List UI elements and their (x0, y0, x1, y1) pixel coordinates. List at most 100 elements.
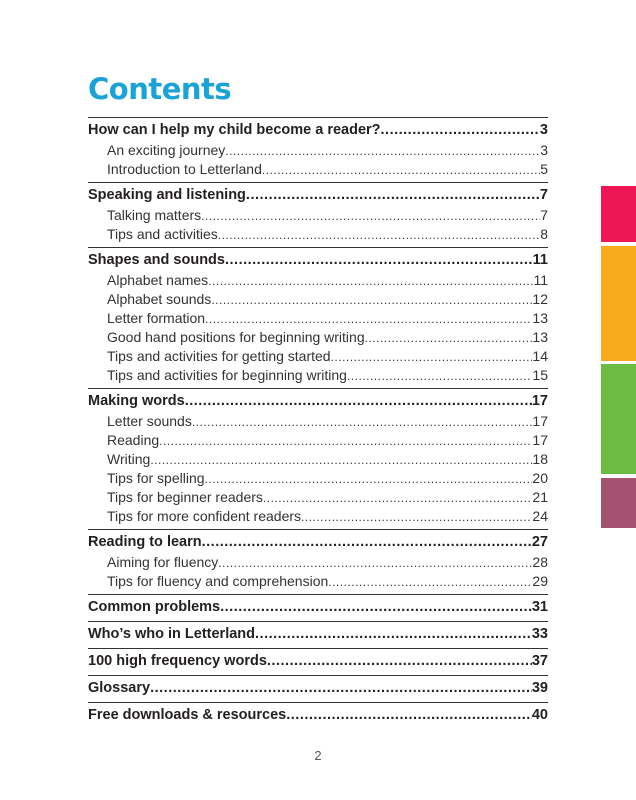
dot-leader (211, 291, 532, 309)
section-tab (601, 364, 636, 474)
toc-section-heading[interactable]: Making words 17 (88, 391, 548, 412)
dot-leader (150, 678, 532, 699)
toc-entry-title: Reading (107, 432, 160, 448)
toc-page-number: 17 (532, 413, 548, 429)
toc-item[interactable]: Tips for more confident readers 24 (88, 507, 548, 526)
toc-section: Speaking and listening7Talking matters7T… (88, 182, 548, 244)
table-of-contents: How can I help my child become a reader?… (88, 117, 548, 729)
toc-section: Making words 17 Letter sounds 17 Reading 17 Wr… (88, 388, 548, 526)
section-tab (601, 246, 636, 361)
toc-section-heading[interactable]: Reading to learn 27 (88, 532, 548, 553)
toc-item[interactable]: Tips and activities for beginning writin… (88, 366, 548, 385)
dot-leader (225, 250, 533, 271)
toc-entry-title: An exciting journey (107, 142, 226, 158)
toc-item[interactable]: Tips and activities 8 (88, 225, 548, 244)
toc-entry-title: How can I help my child become a reader? (88, 122, 381, 138)
toc-entry-title: Letter sounds (107, 413, 192, 429)
dot-leader (205, 310, 532, 328)
toc-page-number: 3 (540, 142, 548, 158)
toc-page-number: 14 (532, 348, 548, 364)
toc-section: Reading to learn 27 Aiming for fluency 28 Ti… (88, 529, 548, 591)
toc-page-number: 24 (532, 508, 548, 524)
toc-page-number: 29 (532, 573, 548, 589)
dot-leader (218, 226, 540, 244)
dot-leader (262, 161, 540, 179)
toc-entry-title: Common problems (88, 599, 221, 615)
toc-section-heading[interactable]: Speaking and listening 7 (88, 185, 548, 206)
toc-entry-title: 100 high frequency words (88, 653, 267, 669)
toc-page-number: 15 (532, 367, 548, 383)
toc-section-heading[interactable]: 100 high frequency words 37 (88, 651, 548, 672)
toc-section: 100 high frequency words 37 (88, 648, 548, 672)
toc-section-heading[interactable]: How can I help my child become a reader?… (88, 120, 548, 141)
toc-item[interactable]: Tips for fluency and comprehension 29 (88, 572, 548, 591)
toc-page-number: 11 (532, 252, 548, 268)
toc-entry-title: Glossary (88, 680, 151, 696)
dot-leader (185, 391, 532, 412)
toc-item[interactable]: Tips for beginner readers 21 (88, 488, 548, 507)
dot-leader (208, 272, 533, 290)
toc-entry-title: Tips and activities (107, 226, 218, 242)
toc-section-heading[interactable]: Glossary 39 (88, 678, 548, 699)
toc-item[interactable]: Good hand positions for beginning writin… (88, 328, 548, 347)
section-tab (601, 478, 636, 528)
toc-entry-title: Who’s who in Letterland (88, 626, 256, 642)
toc-entry-title: Free downloads & resources (88, 707, 287, 723)
toc-entry-title: Introduction to Letterland (107, 161, 262, 177)
toc-entry-title: Tips for spelling (107, 470, 205, 486)
toc-entry-title: Reading to learn (88, 534, 202, 550)
toc-item[interactable]: Tips for spelling 20 (88, 469, 548, 488)
dot-leader (381, 120, 540, 141)
toc-item[interactable]: Reading 17 (88, 431, 548, 450)
toc-entry-title: Tips for fluency and comprehension (107, 573, 329, 589)
toc-entry-title: Alphabet sounds (107, 291, 212, 307)
toc-page-number: 8 (540, 226, 548, 242)
toc-section-heading[interactable]: Shapes and sounds 11 (88, 250, 548, 271)
toc-entry-title: Shapes and sounds (88, 252, 225, 268)
toc-item[interactable]: Alphabet names 11 (88, 271, 548, 290)
dot-leader (202, 532, 532, 553)
toc-section: How can I help my child become a reader?… (88, 117, 548, 179)
toc-page-number: 7 (539, 187, 548, 203)
toc-item[interactable]: An exciting journey 3 (88, 141, 548, 160)
toc-entry-title: Aiming for fluency (107, 554, 219, 570)
toc-item[interactable]: Letter formation 13 (88, 309, 548, 328)
toc-item[interactable]: Aiming for fluency 28 (88, 553, 548, 572)
toc-entry-title: Making words (88, 393, 185, 409)
toc-section: Shapes and sounds11Alphabet names11Alpha… (88, 247, 548, 385)
toc-page-number: 39 (531, 680, 548, 696)
dot-leader (301, 508, 532, 526)
dot-leader (201, 207, 540, 225)
toc-item[interactable]: Talking matters 7 (88, 206, 548, 225)
dot-leader (159, 432, 532, 450)
toc-page-number: 7 (540, 207, 548, 223)
toc-page-number: 20 (532, 470, 548, 486)
dot-leader (263, 489, 533, 507)
dot-leader (347, 367, 532, 385)
toc-item[interactable]: Writing 18 (88, 450, 548, 469)
toc-entry-title: Talking matters (107, 207, 202, 223)
toc-section-heading[interactable]: Free downloads & resources 40 (88, 705, 548, 726)
toc-entry-title: Tips and activities for beginning writin… (107, 367, 347, 383)
page-number: 2 (314, 748, 322, 763)
toc-page-number: 37 (531, 653, 548, 669)
dot-leader (205, 470, 533, 488)
toc-item[interactable]: Alphabet sounds 12 (88, 290, 548, 309)
toc-page-number: 31 (531, 599, 548, 615)
toc-item[interactable]: Letter sounds 17 (88, 412, 548, 431)
toc-page-number: 17 (531, 393, 548, 409)
toc-page-number: 17 (532, 432, 548, 448)
toc-section-heading[interactable]: Who’s who in Letterland 33 (88, 624, 548, 645)
dot-leader (365, 329, 533, 347)
toc-page-number: 28 (532, 554, 548, 570)
toc-section-heading[interactable]: Common problems 31 (88, 597, 548, 618)
toc-section: Common problems 31 (88, 594, 548, 618)
toc-page-number: 18 (532, 451, 548, 467)
dot-leader (255, 624, 532, 645)
dot-leader (150, 451, 532, 469)
toc-page-number: 11 (533, 272, 548, 288)
page-title: Contents (88, 72, 232, 106)
toc-entry-title: Tips for more confident readers (107, 508, 302, 524)
toc-item[interactable]: Introduction to Letterland 5 (88, 160, 548, 179)
toc-item[interactable]: Tips and activities for getting started 1… (88, 347, 548, 366)
